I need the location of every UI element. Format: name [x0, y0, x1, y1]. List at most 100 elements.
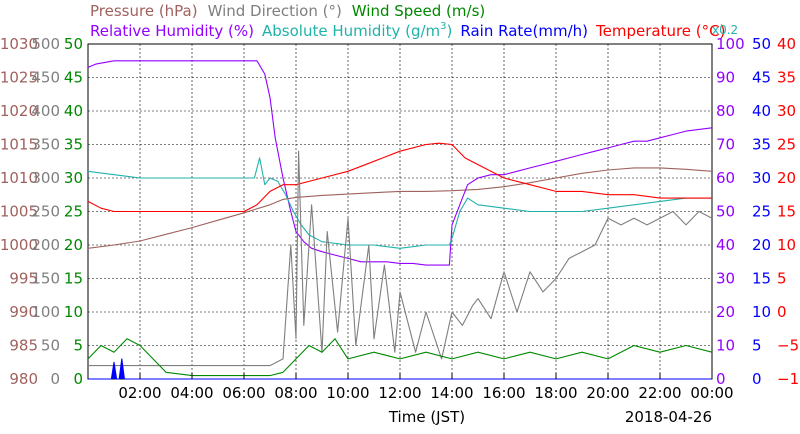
legend-item: Rain Rate(mm/h): [460, 22, 588, 40]
right-axes: 0102030405060708090100051015202530354045…: [716, 35, 800, 388]
x-tick-label: 12:00: [378, 384, 421, 402]
series-lines: [87, 60, 713, 380]
pressure-tick-label: 990: [9, 303, 38, 321]
series-relative-humidity: [87, 60, 713, 266]
wind-direction-tick-label: 50: [41, 337, 60, 355]
scale-note: x0.2: [712, 23, 738, 37]
pressure-tick-label: 1005: [0, 203, 38, 221]
rain-rate-tick-label: 15: [752, 270, 771, 288]
pressure-tick-label: 1030: [0, 35, 38, 53]
rain-rate-tick-label: 40: [752, 102, 771, 120]
relative-humidity-tick-label: 50: [716, 203, 735, 221]
x-tick-label: 06:00: [222, 384, 265, 402]
rain-rate-tick-label: 50: [752, 35, 771, 53]
pressure-tick-label: 995: [9, 270, 38, 288]
temperature-tick-label: 20: [777, 169, 796, 187]
series-rain-rate: [88, 358, 712, 380]
wind-direction-tick-label: 350: [31, 136, 60, 154]
wind-speed-tick-label: 40: [64, 102, 83, 120]
wind-direction-tick-label: 100: [31, 303, 60, 321]
wind-direction-tick-label: 400: [31, 102, 60, 120]
wind-direction-tick-label: 200: [31, 236, 60, 254]
relative-humidity-tick-label: 60: [716, 169, 735, 187]
rain-rate-tick-label: 5: [752, 337, 762, 355]
pressure-tick-label: 985: [9, 337, 38, 355]
legend-item-tail: ): [447, 22, 453, 40]
legend-item: Wind Direction (°): [208, 2, 342, 20]
temperature-tick-label: 35: [777, 69, 796, 87]
legend-superscript: 3: [440, 21, 446, 32]
temperature-tick-label: −5: [777, 337, 799, 355]
series-pressure: [87, 167, 713, 249]
series-wind-direction: [88, 150, 713, 367]
legend-item: Temperature (°C): [595, 22, 725, 40]
relative-humidity-tick-label: 30: [716, 270, 735, 288]
wind-speed-tick-label: 25: [64, 203, 83, 221]
relative-humidity-tick-label: 90: [716, 69, 735, 87]
wind-speed-tick-label: 45: [64, 69, 83, 87]
x-tick-label: 18:00: [534, 384, 577, 402]
rain-rate-tick-label: 25: [752, 203, 771, 221]
date-label: 2018-04-26: [625, 408, 712, 426]
x-axis: 02:00 04:00 06:00 08:00 10:00 12:00 14:00 16:00…: [118, 373, 734, 402]
relative-humidity-tick-label: 100: [716, 35, 745, 53]
left-axes: 9809859909951000100510101015102010251030…: [0, 35, 83, 388]
rain-rate-tick-label: 45: [752, 69, 771, 87]
wind-speed-tick-label: 5: [73, 337, 83, 355]
relative-humidity-tick-label: 40: [716, 236, 735, 254]
pressure-tick-label: 1025: [0, 69, 38, 87]
temperature-tick-label: 30: [777, 102, 796, 120]
temperature-tick-label: −10: [777, 370, 800, 388]
legend-item: Wind Speed (m/s): [352, 2, 485, 20]
wind-speed-tick-label: 10: [64, 303, 83, 321]
temperature-tick-label: 40: [777, 35, 796, 53]
rain-rate-tick-label: 35: [752, 136, 771, 154]
relative-humidity-tick-label: 0: [716, 370, 726, 388]
temperature-tick-label: 10: [777, 236, 796, 254]
pressure-tick-label: 980: [9, 370, 38, 388]
series-wind-speed: [87, 338, 713, 377]
wind-speed-tick-label: 35: [64, 136, 83, 154]
rain-rate-tick-label: 20: [752, 236, 771, 254]
wind-direction-tick-label: 300: [31, 169, 60, 187]
pressure-tick-label: 1015: [0, 136, 38, 154]
series-temperature: [87, 142, 712, 213]
wind-direction-tick-label: 500: [31, 35, 60, 53]
wind-speed-tick-label: 15: [64, 270, 83, 288]
temperature-tick-label: 5: [777, 270, 787, 288]
x-tick-label: 22:00: [638, 384, 681, 402]
wind-direction-tick-label: 150: [31, 270, 60, 288]
x-axis-label: Time (JST): [388, 408, 465, 426]
x-tick-label: 20:00: [586, 384, 629, 402]
series-relative-humidity: [87, 157, 712, 249]
legend-row-1: Pressure (hPa) Wind Direction (°) Wind Spe…: [90, 2, 485, 20]
legend-item: Absolute Humidity (g/m: [262, 22, 440, 40]
x-tick-label: 16:00: [482, 384, 525, 402]
rain-rate-tick-label: 0: [752, 370, 762, 388]
wind-direction-tick-label: 0: [50, 370, 60, 388]
legend-row-2: Relative Humidity (%) Absolute Humidity (…: [90, 21, 738, 40]
wind-direction-tick-label: 250: [31, 203, 60, 221]
rain-rate-tick-label: 30: [752, 169, 771, 187]
rain-rate-tick-label: 10: [752, 303, 771, 321]
pressure-tick-label: 1020: [0, 102, 38, 120]
x-tick-label: 08:00: [274, 384, 317, 402]
wind-speed-tick-label: 50: [64, 35, 83, 53]
x-tick-label: 00:00: [690, 384, 733, 402]
temperature-tick-label: 15: [777, 203, 796, 221]
pressure-tick-label: 1000: [0, 236, 38, 254]
wind-speed-tick-label: 0: [73, 370, 83, 388]
relative-humidity-tick-label: 10: [716, 337, 735, 355]
relative-humidity-tick-label: 20: [716, 303, 735, 321]
x-tick-label: 10:00: [326, 384, 369, 402]
x-tick-label: 04:00: [170, 384, 213, 402]
wind-speed-tick-label: 30: [64, 169, 83, 187]
x-tick-label: 02:00: [118, 384, 161, 402]
x-tick-label: 14:00: [430, 384, 473, 402]
wind-speed-tick-label: 20: [64, 236, 83, 254]
grid: [88, 44, 712, 379]
relative-humidity-tick-label: 70: [716, 136, 735, 154]
pressure-tick-label: 1010: [0, 169, 38, 187]
temperature-tick-label: 0: [777, 303, 787, 321]
